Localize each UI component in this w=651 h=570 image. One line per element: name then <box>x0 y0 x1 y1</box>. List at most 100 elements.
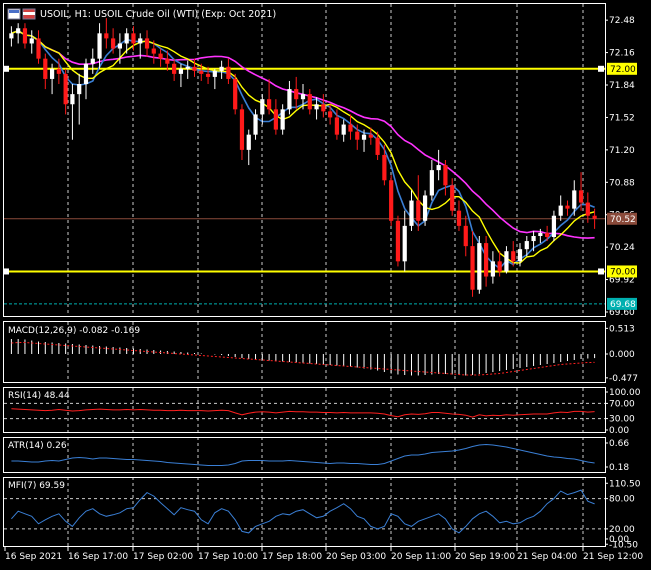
candle-body <box>524 241 529 250</box>
candle-body <box>239 109 245 150</box>
candle-body <box>70 94 75 105</box>
candle-body <box>443 165 448 186</box>
atr-plot <box>11 443 595 466</box>
price-tick-label: 70.88 <box>609 178 635 188</box>
candle-body <box>192 66 197 71</box>
price-tick-label: 71.84 <box>609 81 635 91</box>
candle-body <box>273 109 278 130</box>
atr-line <box>11 443 595 466</box>
candle-body <box>558 205 563 216</box>
candle-body <box>504 251 509 272</box>
price-tick-label: 72.16 <box>609 49 635 59</box>
price-tick-label: 69.92 <box>609 276 635 286</box>
candle-body <box>517 249 523 262</box>
candle-body <box>585 202 590 216</box>
atr-tick-label: 0.18 <box>609 463 629 473</box>
candle-body <box>294 89 299 100</box>
candle-body <box>490 261 495 277</box>
candle-body <box>56 68 61 74</box>
rsi-tick-label: 30.00 <box>609 415 635 425</box>
macd-plot <box>10 339 596 376</box>
current-price-box <box>607 212 637 225</box>
x-tick-label: 20 Sep 19:00 <box>455 552 515 562</box>
candle-body <box>104 33 109 39</box>
mfi-plot <box>4 489 605 534</box>
mfi-label: MFI(7) 69.59 <box>8 481 65 491</box>
symbol-icon[interactable] <box>7 8 36 20</box>
axis-labels: 16 Sep 2021 16 Sep 17:00 17 Sep 02:00 17 Se… <box>4 16 643 562</box>
price-tick-label: 71.52 <box>609 113 635 123</box>
candle-body <box>307 94 312 110</box>
bid-price-box <box>607 297 637 310</box>
mfi-tick-label: 80.00 <box>609 495 635 505</box>
candle-body <box>416 200 421 221</box>
candle-body <box>470 246 475 290</box>
candle-body <box>375 137 380 155</box>
candle-body <box>97 33 102 59</box>
candle-body <box>178 68 184 74</box>
mfi-tick-label: 20.00 <box>609 525 635 535</box>
macd-label: MACD(12,26,9) -0.082 -0.169 <box>8 326 140 336</box>
candle-body <box>29 38 34 44</box>
price-panel-frame <box>3 3 606 317</box>
candle-body <box>328 111 333 118</box>
x-tick-label: 16 Sep 2021 <box>5 552 62 562</box>
candle-body <box>361 134 367 140</box>
x-tick-label: 17 Sep 02:00 <box>133 552 193 562</box>
candle-body <box>429 170 434 196</box>
candle-body <box>117 43 122 49</box>
atr-label: ATR(14) 0.26 <box>8 441 67 451</box>
candle-body <box>409 200 414 226</box>
chart-window-icon[interactable] <box>7 8 21 20</box>
candle-body <box>463 225 468 247</box>
candle-body <box>334 117 340 135</box>
candle-body <box>205 73 211 77</box>
candle-body <box>578 190 584 203</box>
candle-body <box>456 210 462 226</box>
bid-price-label: 69.68 <box>610 300 636 310</box>
rsi-tick-label: 70.00 <box>609 399 635 409</box>
rsi-line <box>11 408 595 418</box>
candle-body <box>389 180 394 221</box>
candle-body <box>395 220 401 262</box>
mfi-tick-label: -10.50 <box>609 540 638 550</box>
candle-body <box>565 205 570 209</box>
level-line-handle-left <box>4 268 9 275</box>
candle-body <box>212 70 217 77</box>
candle-body <box>111 38 116 49</box>
candle-body <box>16 28 21 34</box>
candle-body <box>511 251 516 262</box>
candle-body <box>199 70 204 74</box>
candle-body <box>321 104 326 112</box>
atr-tick-label: 0.66 <box>609 439 629 449</box>
candle-body <box>233 78 238 110</box>
macd-signal-line <box>11 342 595 376</box>
candle-body <box>151 48 156 54</box>
price-plot <box>4 18 605 305</box>
candle-body <box>592 215 597 219</box>
atr-panel-frame <box>3 437 606 473</box>
x-tick-label: 21 Sep 12:00 <box>583 552 643 562</box>
chart-window-icon-bar <box>9 10 19 13</box>
candle-body <box>484 243 489 277</box>
level-price-label: 70.00 <box>610 267 636 277</box>
candle-body <box>314 104 319 110</box>
chart-title: USOIL, H1: USOIL Crude Oil (WTI) (Exp: O… <box>40 9 276 20</box>
candle-body <box>43 58 48 79</box>
x-tick-label: 17 Sep 18:00 <box>262 552 322 562</box>
level-price-label: 72.00 <box>610 65 636 75</box>
macd-panel-frame <box>3 321 606 383</box>
candle-body <box>83 63 89 84</box>
macd-tick-label: 0.513 <box>609 324 635 334</box>
rsi-tick-label: 100.00 <box>609 388 641 398</box>
candle-body <box>49 68 55 79</box>
candle-body <box>77 84 82 95</box>
candle-body <box>572 190 577 209</box>
x-tick-label: 17 Sep 10:00 <box>198 552 258 562</box>
candle-body <box>226 66 231 79</box>
candle-body <box>436 165 441 171</box>
candle-body <box>477 243 482 290</box>
level-line-handle-left <box>4 65 9 72</box>
candle-body <box>402 225 407 262</box>
